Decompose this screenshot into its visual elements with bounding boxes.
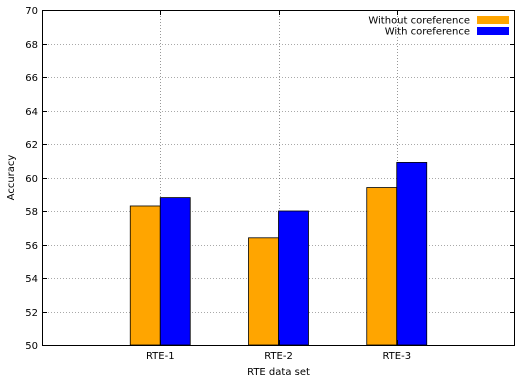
bar-without-coreference — [129, 205, 161, 346]
x-tick-label: RTE-1 — [146, 351, 175, 362]
y-axis: 50 52 54 56 58 60 62 64 66 68 70 — [25, 6, 515, 352]
bar-with-coreference — [278, 210, 309, 346]
x-tick-label: RTE-2 — [264, 351, 293, 362]
x-axis: RTE-1 RTE-2 RTE-3 — [146, 10, 411, 362]
y-tick-label: 50 — [25, 341, 38, 352]
y-tick-label: 66 — [25, 73, 38, 84]
y-tick-label: 52 — [25, 308, 38, 319]
y-tick-label: 58 — [25, 207, 38, 218]
legend-swatch — [477, 16, 509, 24]
x-axis-title: RTE data set — [247, 367, 310, 378]
x-tick-label: RTE-3 — [382, 351, 411, 362]
y-tick-label: 64 — [25, 107, 38, 118]
y-tick-label: 62 — [25, 140, 38, 151]
legend-label: With coreference — [385, 27, 470, 38]
bars — [129, 162, 428, 346]
bar-with-coreference — [396, 162, 428, 346]
bar-with-coreference — [159, 197, 191, 346]
legend-label: Without coreference — [368, 16, 470, 27]
y-tick-label: 54 — [25, 274, 38, 285]
y-axis-title: Accuracy — [6, 155, 17, 201]
bar-without-coreference — [248, 237, 279, 346]
y-tick-label: 70 — [25, 6, 38, 17]
legend-swatch — [477, 27, 509, 35]
y-tick-label: 60 — [25, 174, 38, 185]
y-tick-label: 56 — [25, 241, 38, 252]
y-tick-label: 68 — [25, 40, 38, 51]
bar-without-coreference — [366, 187, 398, 346]
